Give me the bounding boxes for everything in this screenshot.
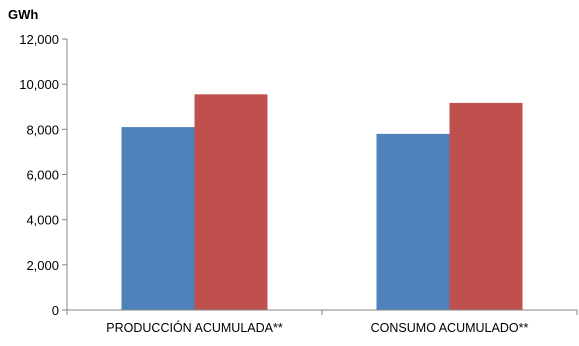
y-tick-label: 6,000 xyxy=(26,168,59,183)
x-tick-labels: PRODUCCIÓN ACUMULADA** CONSUMO ACUMULADO*… xyxy=(106,320,528,335)
x-tick-label: CONSUMO ACUMULADO** xyxy=(371,321,529,335)
y-tick-label: 12,000 xyxy=(19,32,59,47)
y-tick-label: 0 xyxy=(52,303,59,318)
bar-series-2-category-2 xyxy=(449,102,523,311)
bar-series-2-category-1 xyxy=(194,94,268,311)
x-tick-label: PRODUCCIÓN ACUMULADA** xyxy=(106,320,283,335)
axes xyxy=(66,39,578,315)
y-tick-label: 8,000 xyxy=(26,122,59,137)
bar-series-1-category-2 xyxy=(376,133,450,310)
bars xyxy=(121,94,523,311)
y-tick-label: 10,000 xyxy=(19,77,59,92)
y-tick-label: 4,000 xyxy=(26,213,59,228)
y-tick-label: 2,000 xyxy=(26,258,59,273)
bar-series-1-category-1 xyxy=(121,127,195,310)
y-axis-unit-label: GWh xyxy=(8,7,38,22)
y-ticks: 0 2,000 4,000 6,000 8,000 10,000 12,000 xyxy=(19,32,67,318)
